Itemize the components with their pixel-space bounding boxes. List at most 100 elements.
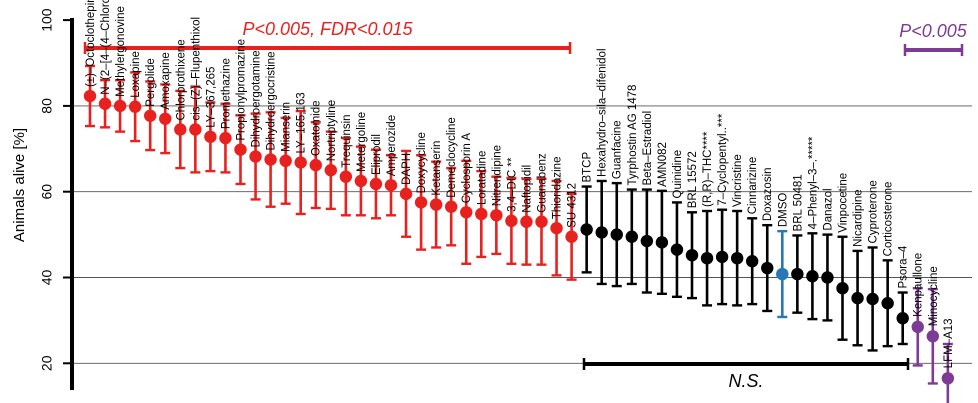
data-marker [896, 312, 909, 325]
data-marker [640, 234, 654, 248]
data-point [249, 112, 262, 201]
data-marker [490, 209, 503, 222]
point-label: Danazol [822, 188, 834, 230]
data-marker [384, 179, 398, 192]
data-point [384, 154, 398, 217]
y-axis-label: Animals alive [%] [11, 128, 28, 242]
point-label: Oxatomide [311, 100, 323, 156]
data-marker [219, 131, 232, 145]
data-point [625, 188, 638, 286]
data-marker [761, 261, 774, 275]
point-label: N–(2–[4–(4–Chlorophenyl)..* [100, 0, 112, 95]
point-label: Beta–Estradiol [642, 111, 654, 186]
data-marker [866, 292, 879, 306]
data-point [881, 259, 894, 348]
point-label: 3,4–DIC ** [506, 157, 518, 212]
data-point [610, 181, 623, 288]
annotation-purple: P<0.005 [899, 21, 968, 56]
y-tick-label: 20 [39, 355, 55, 371]
data-marker [279, 154, 292, 168]
data-point [414, 154, 428, 251]
point-label: (R,R)–THC**** [702, 131, 714, 207]
data-marker [881, 297, 894, 310]
point-label: (±)–Octoclothepine [85, 0, 97, 87]
point-label: BRL 15572 [687, 151, 699, 208]
point-label: Psora–4 [898, 245, 910, 288]
data-marker [294, 156, 307, 169]
point-label: Ketanserin [431, 141, 443, 196]
data-point [490, 175, 503, 256]
data-marker [324, 164, 337, 177]
data-marker [249, 150, 262, 163]
point-label: Metergoline [356, 112, 368, 172]
point-label: Nortriptyline [326, 100, 338, 161]
data-point [505, 176, 518, 265]
point-label: Doxazosin [762, 167, 774, 221]
data-point [279, 116, 292, 205]
y-tick-label: 40 [39, 270, 55, 286]
data-point [640, 188, 654, 294]
point-label: DAPH [401, 153, 413, 185]
data-point [98, 78, 112, 129]
data-point [866, 246, 879, 352]
data-point [429, 160, 443, 249]
data-marker [429, 198, 443, 211]
data-point [369, 148, 383, 220]
data-marker [700, 251, 714, 265]
point-label: Guanabenz [537, 153, 549, 213]
data-point [475, 169, 488, 259]
data-marker [715, 250, 729, 264]
point-label: Thioridazine [552, 157, 564, 220]
data-point [565, 192, 578, 281]
point-label: Vinpocetine [838, 173, 850, 233]
data-point [219, 102, 232, 174]
data-marker [746, 254, 759, 268]
y-tick-label: 60 [39, 184, 55, 200]
point-label: Cyproterone [868, 180, 880, 243]
point-label: Mianserin [281, 102, 293, 152]
data-point [324, 130, 337, 211]
data-marker [836, 282, 849, 295]
data-marker [911, 320, 924, 334]
data-point [580, 185, 593, 274]
point-labels: (±)–Octoclothepine N–(2–[4–(4–Chloropheny… [85, 0, 955, 368]
data-point [174, 89, 187, 170]
data-marker [851, 291, 864, 305]
point-label: Dihydroergocristine [266, 51, 278, 150]
y-tick-label: 80 [39, 98, 55, 114]
point-label: BTCP [582, 152, 594, 183]
data-marker [776, 267, 789, 281]
data-point [911, 287, 924, 367]
point-label: Promethazine [220, 58, 232, 129]
annotation-black: N.S. [582, 358, 910, 391]
data-marker [98, 97, 112, 110]
data-marker [234, 143, 247, 156]
data-point [730, 209, 744, 307]
data-marker [83, 89, 97, 103]
gridlines [70, 105, 972, 364]
data-point [685, 211, 699, 300]
data-point [83, 64, 97, 128]
data-point [595, 179, 608, 286]
point-label: LY–367,265 [205, 67, 217, 128]
point-label: Demeclocycline [446, 117, 458, 198]
annotation-text: P<0.005, FDR<0.015 [242, 19, 413, 39]
point-label: Tyrphostin AG 1478 [627, 85, 639, 186]
point-label: Nicardipine [853, 189, 865, 247]
point-label: DMSO [777, 193, 789, 228]
data-marker [791, 267, 804, 281]
point-label: LFM–A13 [943, 318, 955, 368]
significance-annotations: P<0.005, FDR<0.015 N.S. P<0.005 [83, 19, 968, 391]
y-axis-label-group: Animals alive [%] [11, 128, 28, 242]
point-label: Pergolide [145, 58, 157, 107]
data-marker [189, 123, 202, 136]
data-marker [399, 187, 413, 201]
data-marker [264, 153, 277, 166]
data-point [715, 208, 729, 306]
data-marker [505, 214, 518, 228]
data-point [535, 177, 548, 266]
data-marker [113, 99, 127, 113]
data-point [354, 145, 368, 217]
data-marker [144, 109, 157, 122]
